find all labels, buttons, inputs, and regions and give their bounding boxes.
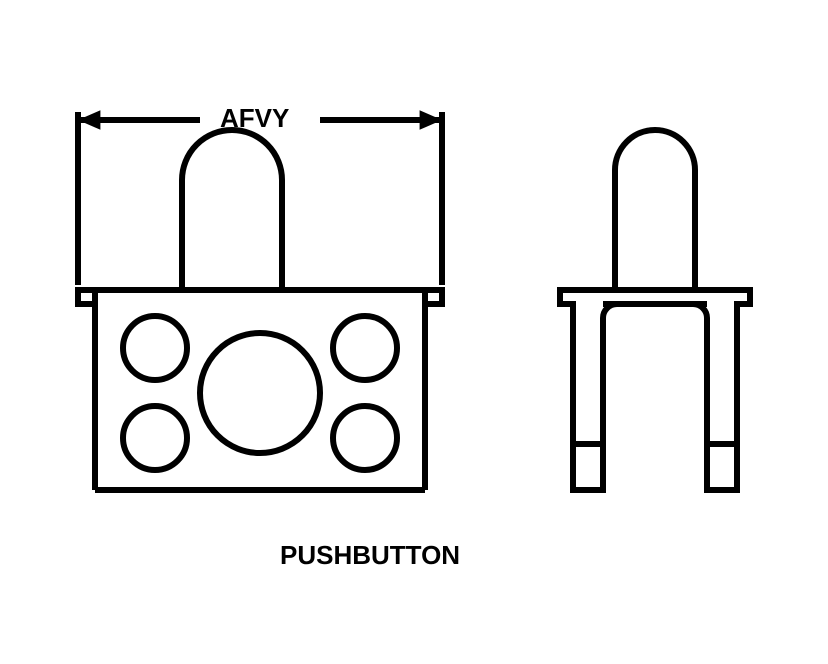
dimension-label: AFVY [220,103,289,134]
diagram-canvas: AFVY PUSHBUTTON [0,0,828,664]
diagram-caption: PUSHBUTTON [280,540,460,571]
